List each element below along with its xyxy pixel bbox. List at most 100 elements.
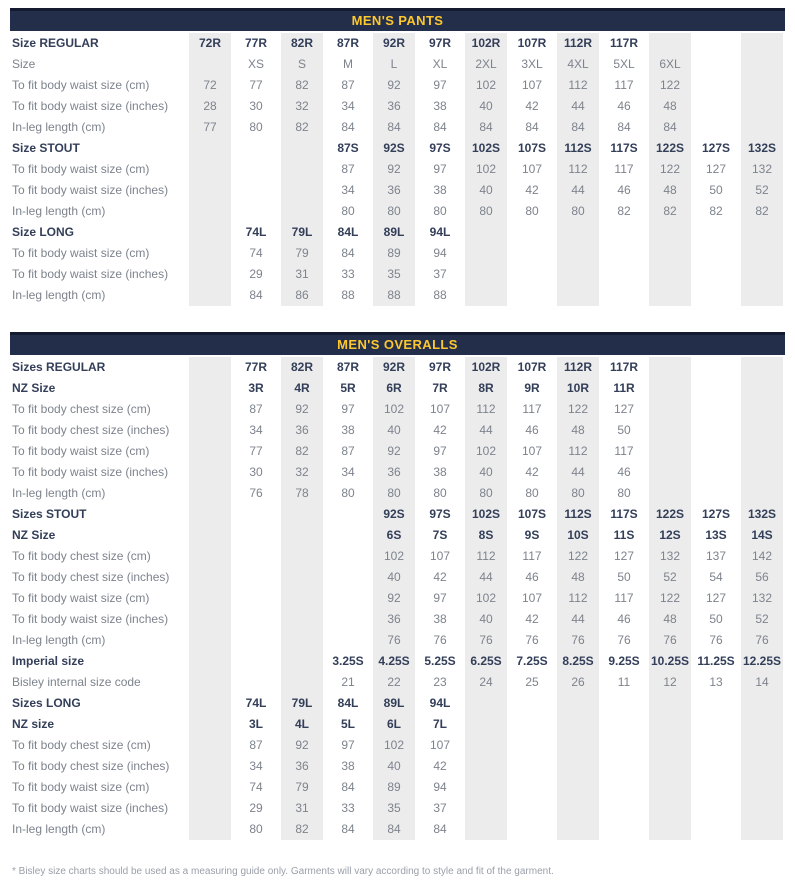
cell: 80 (509, 201, 555, 222)
cell (463, 693, 509, 714)
cell: 31 (279, 264, 325, 285)
cell: 33 (325, 264, 371, 285)
cell (325, 609, 371, 630)
cell: 87 (325, 441, 371, 462)
cell (739, 96, 785, 117)
cell: 48 (647, 180, 693, 201)
cell: 92 (371, 441, 417, 462)
cell: 76 (233, 483, 279, 504)
mens-overalls-size-chart: MEN'S OVERALLS Sizes REGULAR 77R 82R 87R 92R 9… (10, 332, 785, 840)
cell (739, 54, 785, 75)
cell (647, 735, 693, 756)
table-row: To fit body chest size (inches) 34 36 38 40 4… (10, 420, 785, 441)
cell: 38 (417, 609, 463, 630)
cell (233, 588, 279, 609)
cell: 97 (417, 441, 463, 462)
cell (601, 285, 647, 306)
row-label: Sizes LONG (12, 696, 81, 710)
table-row: In-leg length (cm) 80 80 80 80 80 80 82 82 82 82 (10, 201, 785, 222)
cell: 107 (417, 546, 463, 567)
cell: 24 (463, 672, 509, 693)
cell: 84 (647, 117, 693, 138)
table-row: To fit body waist size (cm) 74 79 84 89 94 (10, 777, 785, 798)
cell (693, 714, 739, 735)
cell (233, 672, 279, 693)
cell (693, 54, 739, 75)
cell: 80 (325, 483, 371, 504)
row-label: Size STOUT (12, 141, 80, 155)
cell: 102 (463, 75, 509, 96)
cell: 80 (371, 201, 417, 222)
cell: 14S (739, 525, 785, 546)
cell (187, 651, 233, 672)
cell (601, 756, 647, 777)
cell (509, 264, 555, 285)
cell: 36 (279, 756, 325, 777)
cell: 117S (601, 138, 647, 159)
cell: 44 (555, 180, 601, 201)
cell: 84 (325, 243, 371, 264)
cell: 117 (509, 546, 555, 567)
cell (647, 756, 693, 777)
cell: 4R (279, 378, 325, 399)
cell: 122 (647, 159, 693, 180)
cell (187, 462, 233, 483)
cell: 94L (417, 222, 463, 243)
cell (187, 798, 233, 819)
cell: 74 (233, 243, 279, 264)
cell: 112 (555, 441, 601, 462)
cell: 48 (647, 96, 693, 117)
cell (187, 243, 233, 264)
cell: 29 (233, 798, 279, 819)
row-label: To fit body waist size (cm) (12, 78, 150, 92)
cell (187, 180, 233, 201)
cell: S (279, 54, 325, 75)
cell: 9S (509, 525, 555, 546)
table-row: Sizes STOUT 92S 97S 102S 107S 112S 117S 122S 127… (10, 504, 785, 525)
cell (187, 609, 233, 630)
cell: 82 (279, 819, 325, 840)
cell: 117 (601, 441, 647, 462)
cell: 3XL (509, 54, 555, 75)
cell: 97R (417, 357, 463, 378)
table-row: To fit body waist size (inches) 29 31 33 35 3… (10, 798, 785, 819)
cell: 42 (509, 180, 555, 201)
row-label: To fit body waist size (cm) (12, 444, 150, 458)
cell: 102S (463, 504, 509, 525)
cell: 112R (555, 357, 601, 378)
cell: 84 (325, 777, 371, 798)
cell: 80 (509, 483, 555, 504)
cell: 80 (233, 117, 279, 138)
table-row: NZ Size 6S 7S 8S 9S 10S 11S 12S 13S 14S (10, 525, 785, 546)
cell: 6L (371, 714, 417, 735)
row-label: To fit body waist size (cm) (12, 162, 150, 176)
cell: 12.25S (739, 651, 785, 672)
cell: 97 (325, 735, 371, 756)
table-row: To fit body chest size (cm) 87 92 97 102 107 (10, 735, 785, 756)
cell (187, 756, 233, 777)
table-row: To fit body waist size (inches) 28 30 32 34 3… (10, 96, 785, 117)
row-label: Size (12, 57, 36, 71)
cell: 5XL (601, 54, 647, 75)
cell (509, 285, 555, 306)
cell: 112 (555, 588, 601, 609)
cell: 5L (325, 714, 371, 735)
cell: 50 (601, 420, 647, 441)
cell: 40 (371, 756, 417, 777)
cell: 122S (647, 504, 693, 525)
cell: 84 (371, 117, 417, 138)
table-row: To fit body waist size (inches) 36 38 40 42 4… (10, 609, 785, 630)
cell: 76 (647, 630, 693, 651)
cell (647, 399, 693, 420)
cell: 13 (693, 672, 739, 693)
cell (233, 138, 279, 159)
cell: 56 (739, 567, 785, 588)
row-label: To fit body waist size (inches) (12, 801, 169, 815)
cell: 117S (601, 504, 647, 525)
cell (509, 798, 555, 819)
cell (187, 483, 233, 504)
cell (739, 378, 785, 399)
cell: 102R (463, 357, 509, 378)
cell (693, 420, 739, 441)
cell: 80 (417, 201, 463, 222)
